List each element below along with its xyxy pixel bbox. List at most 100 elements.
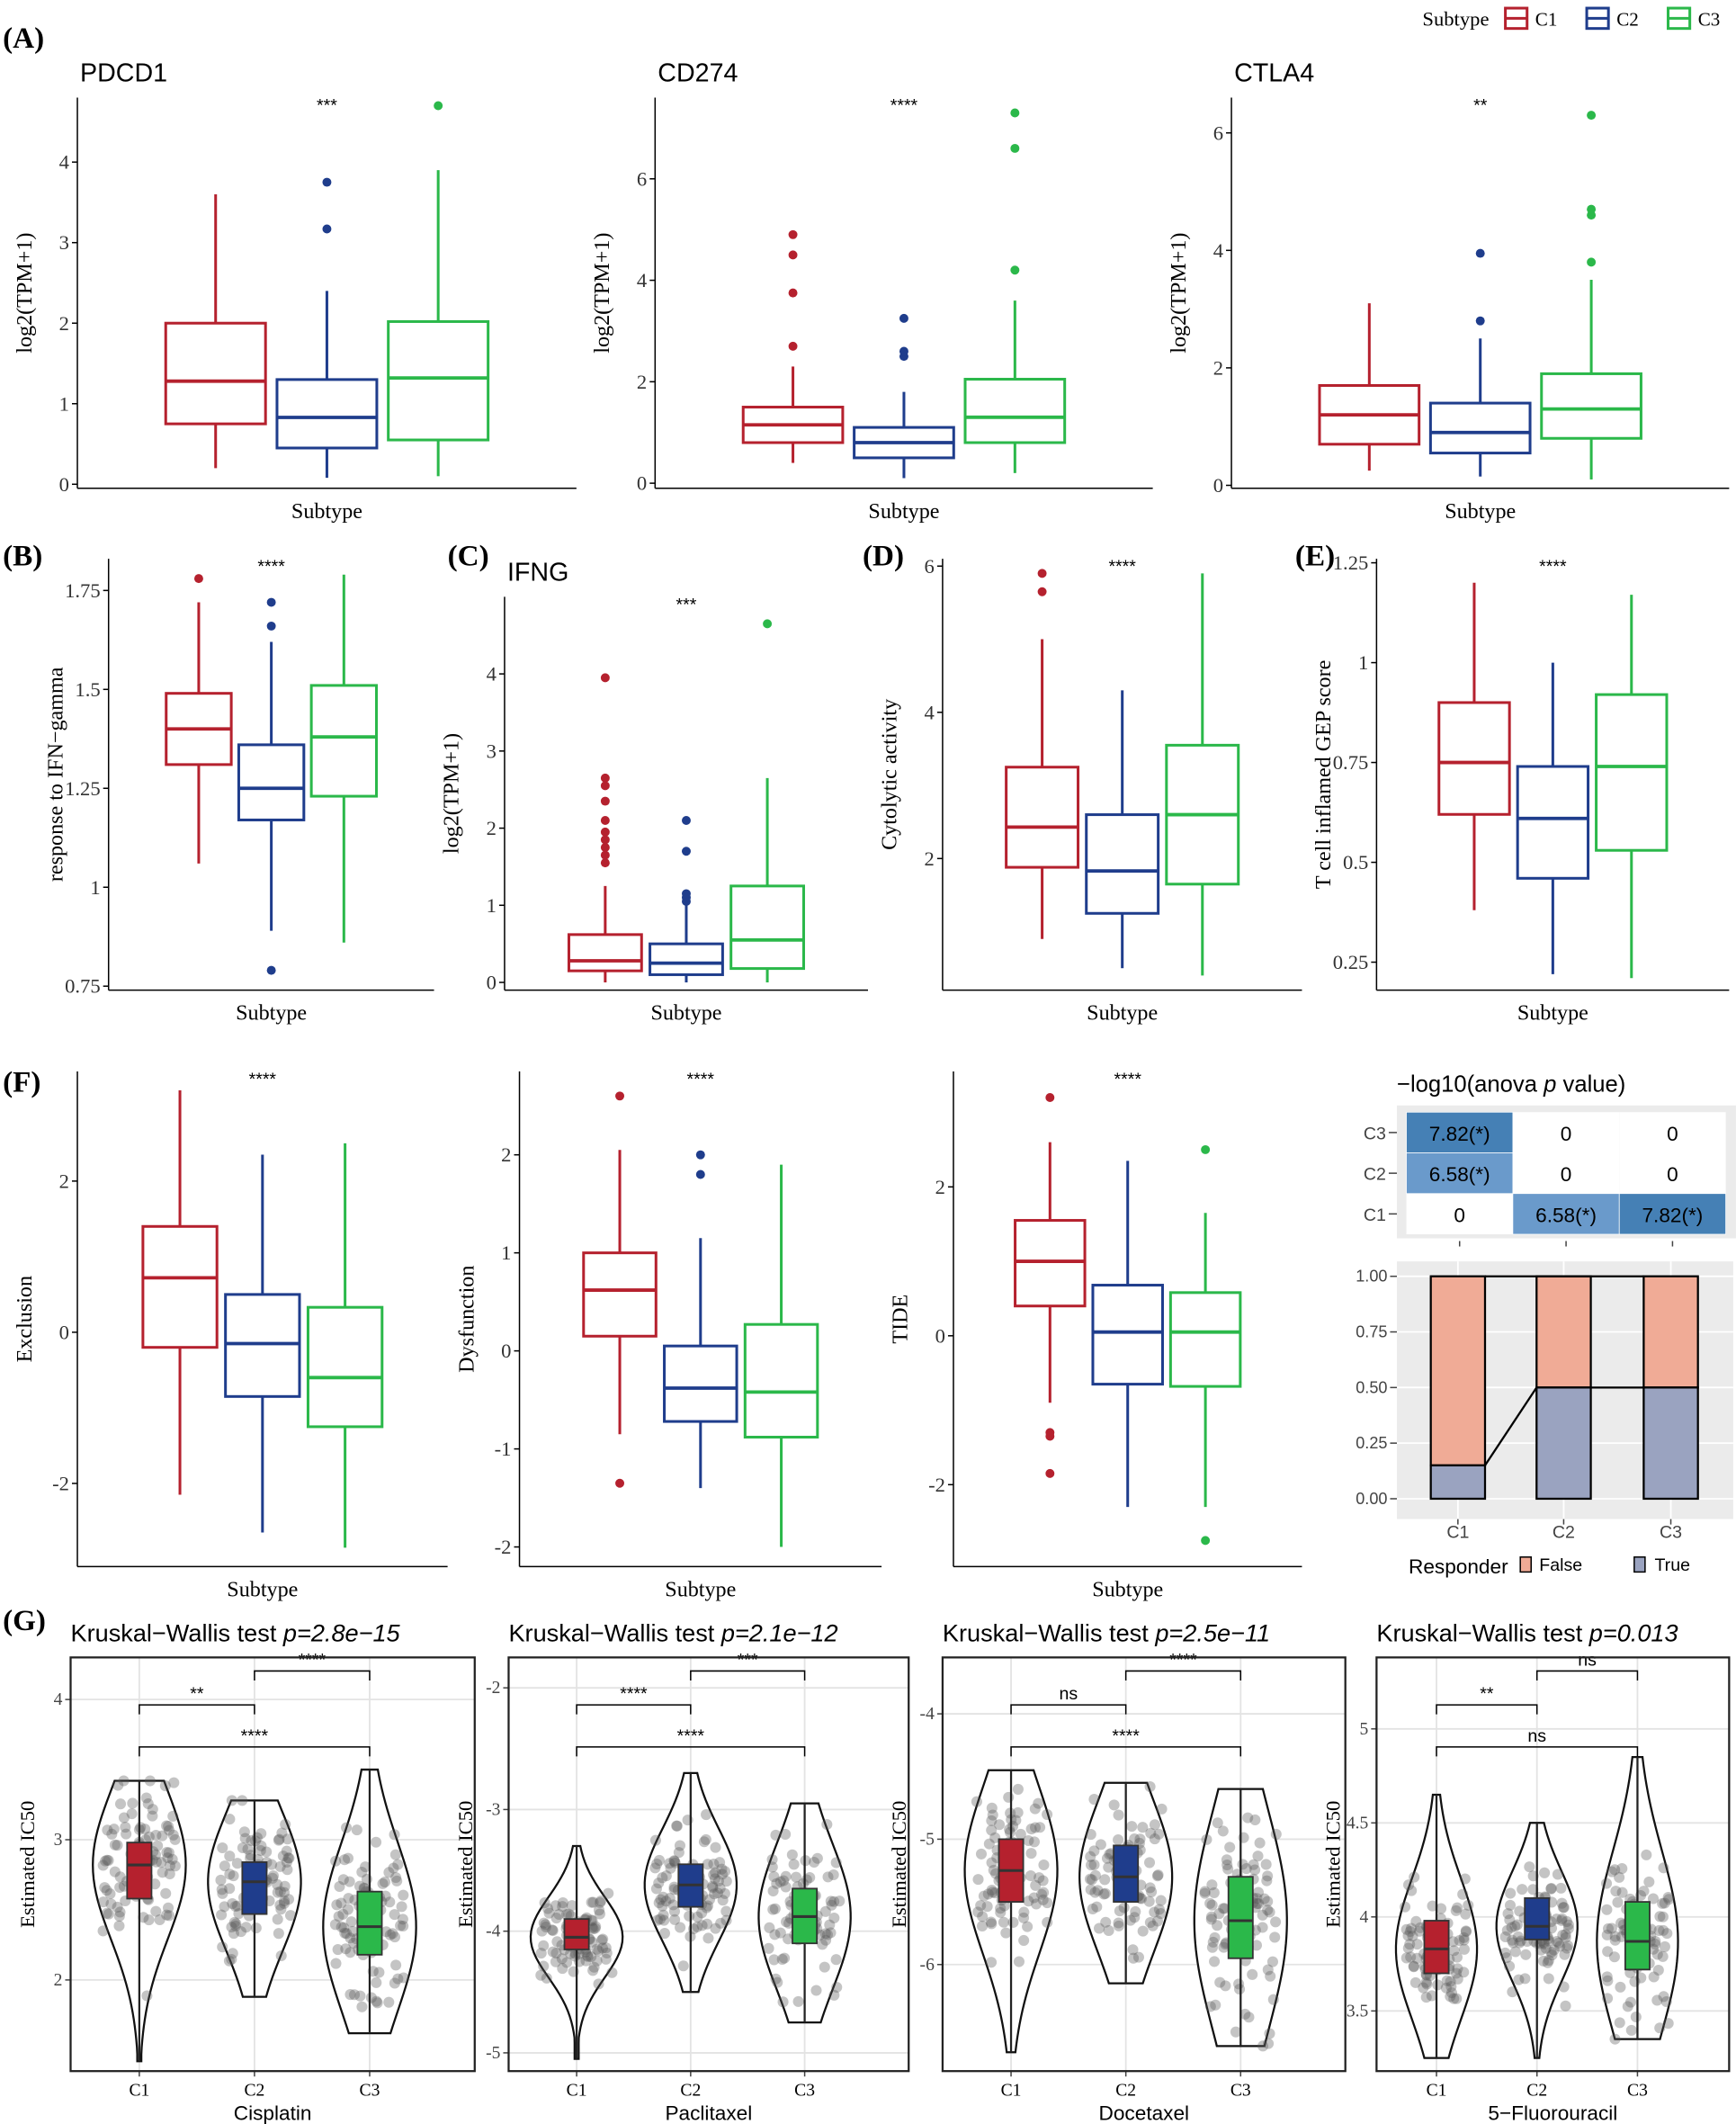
jitter-point [360, 1861, 371, 1873]
heatmap-cell-label: 7.82(*) [1642, 1204, 1703, 1226]
jitter-point [1010, 1815, 1022, 1826]
jitter-point [658, 1914, 670, 1926]
jitter-point [216, 1884, 228, 1895]
jitter-point [830, 1954, 842, 1966]
jitter-point [1129, 1833, 1141, 1845]
comparison-bracket [1535, 1670, 1639, 1680]
jitter-point [540, 1921, 551, 1933]
jitter-point [811, 1852, 823, 1864]
box-C2 [1428, 248, 1532, 477]
jitter-point [1652, 1964, 1664, 1976]
jitter-point [541, 1903, 554, 1914]
jitter-point [975, 1900, 987, 1912]
jitter-point [1505, 1887, 1517, 1899]
outlier-point [788, 250, 798, 260]
jitter-point [1452, 1963, 1463, 1975]
jitter-point [673, 1847, 685, 1859]
box-iqr [663, 1344, 738, 1423]
jitter-point [384, 1896, 396, 1908]
jitter-point [702, 1859, 713, 1870]
heatmap-cell-label: 0 [1561, 1123, 1572, 1145]
jitter-point [341, 1822, 353, 1833]
jitter-point [1458, 1934, 1470, 1946]
box-C1 [141, 1090, 219, 1495]
jitter-point [333, 1911, 345, 1922]
jitter-point [1233, 1978, 1245, 1990]
y-axis-title: Estimated IC50 [454, 1801, 477, 1928]
box-iqr [356, 1890, 383, 1956]
jitter-point [580, 1955, 592, 1967]
jitter-point [1263, 2038, 1275, 2049]
jitter-point [1018, 1912, 1030, 1923]
chart-title: PDCD1 [80, 58, 167, 87]
jitter-point [395, 1920, 407, 1931]
jitter-point [710, 1867, 721, 1878]
violin-group-C3: C3 [1596, 1756, 1679, 2100]
jitter-point [768, 1954, 780, 1966]
jitter-point [600, 1953, 612, 1965]
jitter-point [240, 1922, 252, 1933]
significance-label: **** [1114, 1070, 1141, 1089]
jitter-point [1130, 1905, 1141, 1917]
y-tick-label: 3.5 [1347, 2002, 1369, 2021]
jitter-point [1206, 1899, 1218, 1911]
comparison-bracket [1010, 1746, 1242, 1757]
jitter-point [1015, 1828, 1026, 1840]
jitter-point [1033, 1797, 1044, 1809]
jitter-point [1261, 1875, 1273, 1887]
y-tick-label: 3 [59, 231, 69, 254]
jitter-point [114, 1906, 126, 1918]
jitter-point [557, 1901, 568, 1913]
jitter-point [1509, 1946, 1521, 1958]
jitter-point [1262, 1870, 1274, 1882]
jitter-point [821, 1819, 833, 1831]
jitter-point [541, 1972, 552, 1984]
box-iqr [743, 1322, 819, 1439]
jitter-point [1411, 1939, 1423, 1950]
jitter-point [157, 1867, 168, 1878]
y-tick-label: 4 [487, 663, 497, 686]
jitter-point [708, 1869, 720, 1880]
jitter-point [1460, 1908, 1472, 1920]
jitter-point [587, 1965, 599, 1976]
jitter-point [345, 1916, 357, 1928]
jitter-point [563, 1908, 575, 1920]
jitter-point [1085, 1884, 1096, 1895]
y-tick-label: 1 [487, 894, 497, 917]
jitter-point [590, 1921, 602, 1932]
y-tick-label: 2 [925, 847, 935, 870]
jitter-point [274, 1860, 286, 1872]
outlier-point [1045, 1468, 1055, 1478]
jitter-point [987, 1887, 998, 1898]
jitter-point [1029, 1803, 1041, 1815]
y-axis-title: log2(TPM+1) [441, 733, 464, 854]
jitter-point [97, 1896, 109, 1908]
jitter-point [769, 1903, 781, 1914]
jitter-point [819, 1928, 831, 1940]
jitter-point [1507, 1986, 1518, 1998]
violin-group-C1: C1 [1394, 1793, 1479, 2100]
jitter-point [819, 1905, 831, 1917]
y-tick-label: 0 [59, 473, 69, 496]
jitter-point [1559, 1949, 1570, 1960]
jitter-point [1151, 1915, 1164, 1927]
jitter-point [347, 1925, 359, 1937]
jitter-point [1214, 1976, 1226, 1988]
jitter-point [1408, 1960, 1419, 1972]
jitter-point [1404, 1925, 1416, 1938]
jitter-point [651, 1858, 663, 1869]
jitter-point [380, 1926, 392, 1938]
y-axis-title: TIDE [890, 1295, 913, 1344]
jitter-point [1448, 1993, 1460, 2004]
jitter-point [150, 1856, 162, 1868]
jitter-point [255, 1828, 267, 1840]
jitter-point [281, 1845, 292, 1857]
jitter-point [587, 1923, 599, 1935]
jitter-point [1546, 1949, 1558, 1961]
jitter-point [1251, 1893, 1263, 1904]
outlier-point [434, 101, 443, 111]
outlier-point [266, 621, 276, 631]
jitter-point [1269, 1931, 1281, 1943]
box-iqr [387, 319, 490, 442]
jitter-point [163, 1910, 174, 1922]
